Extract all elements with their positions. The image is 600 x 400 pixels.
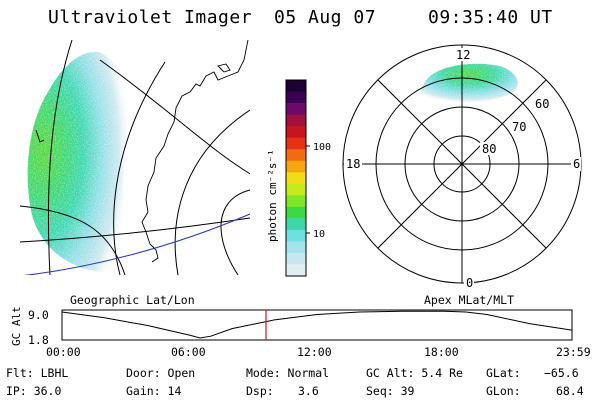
door-status: Door: Open xyxy=(126,366,195,380)
colorbar-segment xyxy=(286,229,306,243)
geographic-panel-label: Geographic Lat/Lon xyxy=(70,293,195,307)
colorbar-segment xyxy=(286,172,306,185)
mode-value: Mode: Normal xyxy=(246,366,329,380)
mlt-meridian-diag xyxy=(377,79,547,249)
orbit-xtick-1800: 18:00 xyxy=(424,345,459,359)
dsp-value: 3.6 xyxy=(298,384,319,398)
orbit-xtick-0000: 00:00 xyxy=(46,345,81,359)
observation-time: 09:35:40 UT xyxy=(428,7,553,28)
geo-grid-line xyxy=(113,61,166,275)
orbit-xtick-2359: 23:59 xyxy=(556,345,591,359)
geo-grid-line xyxy=(20,217,250,243)
orbit-ylabel: GC Alt xyxy=(10,306,23,346)
colorbar-segment xyxy=(286,195,306,208)
colorbar-segment xyxy=(286,252,306,266)
colorbar-segment xyxy=(286,218,306,231)
polar-mlat-mlt-panel: 12 6 0 18 60 70 80 xyxy=(342,44,582,290)
colorbar-segment xyxy=(286,137,306,150)
colorbar-segment xyxy=(286,126,306,139)
orbit-altitude-plot: GC Alt 9.0 1.8 00:00 06:00 12:00 18:00 2… xyxy=(10,306,591,359)
instrument-title: Ultraviolet Imager xyxy=(48,7,253,28)
mlt-label-12: 12 xyxy=(456,48,470,62)
coastline xyxy=(35,129,45,143)
colorbar-segment xyxy=(286,91,306,104)
auroral-emission-speckle xyxy=(27,51,133,273)
polar-panel-label: Apex MLat/MLT xyxy=(424,293,514,307)
colorbar-segment xyxy=(286,206,306,219)
orbit-xtick-0600: 06:00 xyxy=(171,345,206,359)
colorbar-segment xyxy=(286,160,306,173)
geo-grid-line xyxy=(220,189,250,275)
day-night-terminator xyxy=(23,213,250,275)
colorbar-unit-label: photon cm⁻²s⁻¹ xyxy=(266,149,279,242)
geo-grid-line xyxy=(20,205,126,275)
colorbar-segment xyxy=(286,183,306,196)
filter-value: Flt: LBHL xyxy=(6,366,68,380)
colorbar-tick-100: 100 xyxy=(313,142,331,153)
mlt-label-18: 18 xyxy=(346,157,360,171)
intensity-colorbar: 100 10 photon cm⁻²s⁻¹ xyxy=(266,79,331,277)
glat-value: −65.6 xyxy=(544,366,579,380)
glon-label: GLon: xyxy=(486,384,521,398)
instrument-status-footer: Flt: LBHL IP: 36.0 Door: Open Gain: 14 M… xyxy=(6,366,584,398)
colorbar-segment xyxy=(286,114,306,127)
gain-value: Gain: 14 xyxy=(126,384,181,398)
mlat-label-60: 60 xyxy=(535,97,549,111)
glon-value: 68.4 xyxy=(556,384,584,398)
geographic-image-panel xyxy=(20,40,250,275)
colorbar-segment xyxy=(286,241,306,254)
mlt-label-6: 6 xyxy=(573,157,580,171)
altitude-curve xyxy=(61,310,572,339)
geo-grid-line xyxy=(99,59,250,175)
colorbar-segment xyxy=(286,80,306,93)
sequence-value: Seq: 39 xyxy=(366,384,415,398)
colorbar-segment xyxy=(286,264,306,277)
orbit-ytick-min: 1.8 xyxy=(28,333,49,347)
observation-date: 05 Aug 07 xyxy=(274,7,377,28)
gc-alt-value: GC Alt: 5.4 Re xyxy=(366,366,463,380)
orbit-ytick-max: 9.0 xyxy=(28,308,49,322)
dsp-label: Dsp: xyxy=(246,384,274,398)
coastline xyxy=(141,40,249,263)
orbit-xtick-1200: 12:00 xyxy=(297,345,332,359)
mlt-label-0: 0 xyxy=(466,276,473,290)
coastline xyxy=(217,63,231,73)
auroral-emission-polar-speckle xyxy=(420,63,518,104)
geo-grid-line xyxy=(47,40,73,275)
geo-grid-line xyxy=(174,109,250,275)
colorbar-segment xyxy=(286,149,306,162)
orbit-plot-frame xyxy=(61,309,573,341)
mlat-label-70: 70 xyxy=(512,120,526,134)
mlat-label-80: 80 xyxy=(482,142,496,156)
colorbar-tick-10: 10 xyxy=(313,229,325,240)
colorbar-segment xyxy=(286,103,306,116)
glat-label: GLat: xyxy=(486,366,521,380)
ip-value: IP: 36.0 xyxy=(6,384,61,398)
